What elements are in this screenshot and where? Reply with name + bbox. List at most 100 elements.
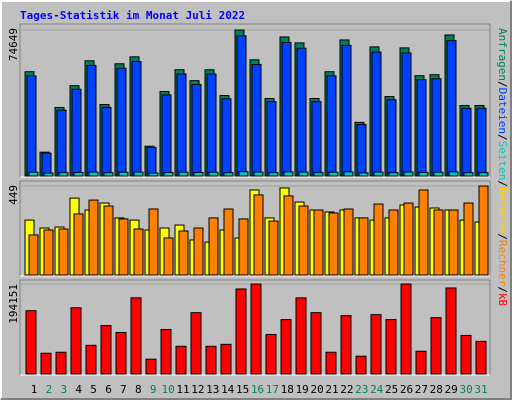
bar: [463, 202, 474, 276]
bar: [280, 319, 292, 375]
bar: [401, 52, 412, 177]
x-tick-label: 25: [385, 383, 398, 396]
bar: [148, 208, 159, 276]
bar: [268, 220, 279, 276]
bar: [463, 172, 474, 177]
x-tick-label: 23: [355, 383, 368, 396]
x-tick-label: 20: [310, 383, 323, 396]
bar: [251, 63, 262, 177]
bar: [341, 44, 352, 177]
bar: [43, 172, 54, 177]
bar: [358, 217, 369, 276]
bar: [55, 351, 67, 375]
bar: [448, 171, 459, 177]
bar: [131, 61, 142, 177]
bar: [28, 171, 39, 177]
bar: [176, 73, 187, 177]
bar: [70, 307, 82, 375]
bar: [281, 42, 292, 177]
bar: [475, 340, 487, 375]
bar: [343, 208, 354, 276]
bar: [103, 205, 114, 276]
bar: [73, 171, 84, 177]
bar: [103, 172, 114, 177]
legend-entry: Anfragen: [496, 28, 509, 81]
bar: [116, 67, 127, 177]
bar: [253, 194, 264, 276]
legend-separator: /: [496, 286, 509, 293]
bar: [193, 227, 204, 276]
bar: [175, 345, 187, 375]
bar: [26, 75, 37, 177]
bar: [340, 315, 352, 375]
bar: [71, 88, 82, 177]
bar: [118, 218, 129, 276]
bar: [433, 209, 444, 276]
bar: [88, 199, 99, 276]
x-tick-label: 4: [75, 383, 82, 396]
legend: Anfragen/Dateien/Seiten/Besuche/Rechner/…: [496, 28, 509, 307]
bar: [311, 101, 322, 177]
bar: [461, 107, 472, 177]
bar: [190, 312, 202, 375]
bar: [148, 172, 159, 177]
x-tick-label: 22: [340, 383, 353, 396]
bar: [178, 230, 189, 276]
bar: [40, 352, 52, 375]
bar: [191, 83, 202, 177]
bar: [130, 297, 142, 375]
y-max-label: 449: [7, 185, 20, 205]
x-tick-label: 1: [31, 383, 38, 396]
bar: [431, 78, 442, 177]
x-tick-label: 9: [150, 383, 157, 396]
bar: [296, 47, 307, 177]
bar: [388, 172, 399, 177]
bar: [460, 334, 472, 375]
bar: [313, 209, 324, 276]
bar: [265, 333, 277, 375]
bar: [118, 171, 129, 177]
bar: [386, 99, 397, 177]
legend-entry: Rechner: [496, 240, 509, 287]
bar: [208, 171, 219, 177]
bar: [418, 171, 429, 177]
bar: [268, 172, 279, 177]
x-tick-label: 29: [445, 383, 458, 396]
legend-separator: /: [496, 134, 509, 141]
bar: [101, 106, 112, 177]
x-tick-label: 14: [221, 383, 235, 396]
bar: [235, 288, 247, 375]
bar: [403, 202, 414, 276]
x-tick-label: 24: [370, 383, 384, 396]
x-tick-label: 18: [281, 383, 294, 396]
bar: [238, 171, 249, 177]
bar: [283, 195, 294, 276]
x-tick-label: 26: [400, 383, 413, 396]
bar: [403, 171, 414, 177]
bar: [283, 171, 294, 177]
bar: [178, 171, 189, 177]
bar: [328, 171, 339, 177]
bar: [415, 350, 427, 375]
bar: [355, 355, 367, 375]
bar: [145, 358, 157, 375]
bar: [221, 98, 232, 177]
bar: [146, 146, 157, 177]
x-tick-label: 19: [296, 383, 309, 396]
x-tick-label: 15: [236, 383, 249, 396]
bar: [326, 75, 337, 177]
bar: [418, 189, 429, 276]
legend-entry: Besuche: [496, 187, 509, 233]
bar: [253, 171, 264, 177]
legend-separator: /: [496, 233, 509, 240]
bar: [298, 205, 309, 276]
bar: [58, 172, 69, 177]
bar: [160, 328, 172, 375]
bar: [58, 228, 69, 276]
bar: [193, 171, 204, 177]
bar: [325, 351, 337, 375]
x-tick-label: 28: [430, 383, 443, 396]
